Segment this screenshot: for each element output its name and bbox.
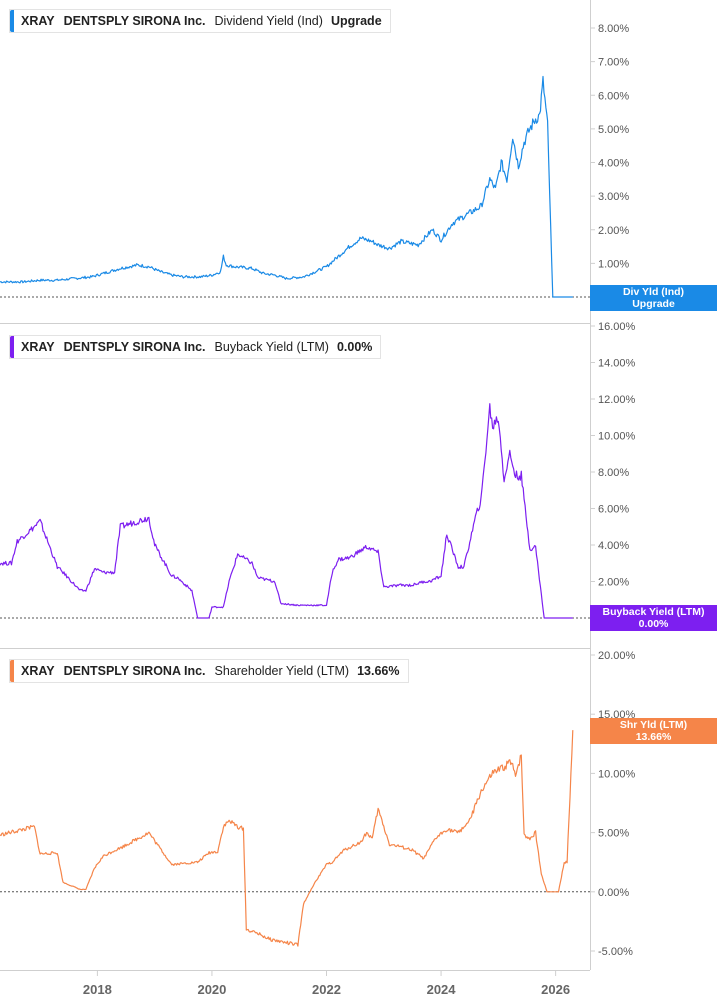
tag-buyback-line2: 0.00% xyxy=(638,618,669,630)
legend-buyback-company: DENTSPLY SIRONA Inc. xyxy=(63,340,206,354)
x-tick-label-1: 2020 xyxy=(197,982,226,997)
y-tick-label-2-3: 10.00% xyxy=(598,768,636,780)
legend-dividend: XRAY DENTSPLY SIRONA Inc. Dividend Yield… xyxy=(9,9,391,33)
tag-dividend-line1: Div Yld (Ind) xyxy=(622,286,685,298)
y-tick-label-0-7: 7.00% xyxy=(598,57,629,69)
legend-shareholder-swatch xyxy=(10,660,14,682)
legend-shareholder-company: DENTSPLY SIRONA Inc. xyxy=(63,664,206,678)
tag-dividend-line2: Upgrade xyxy=(632,298,675,310)
y-tick-label-1-4: 8.00% xyxy=(598,467,629,479)
y-tick-label-1-5: 10.00% xyxy=(598,431,636,443)
y-tick-label-2-1: 0.00% xyxy=(598,887,629,899)
tag-buyback-line1: Buyback Yield (LTM) xyxy=(602,606,705,618)
y-tick-label-1-2: 4.00% xyxy=(598,540,629,552)
x-tick-label-2: 2022 xyxy=(312,982,341,997)
y-tick-label-0-6: 6.00% xyxy=(598,90,629,102)
y-tick-label-1-7: 14.00% xyxy=(598,358,636,370)
tag-shareholder-line1: Shr Yld (LTM) xyxy=(619,719,688,731)
legend-buyback-value: 0.00% xyxy=(336,340,373,354)
legend-dividend-metric: Dividend Yield (Ind) xyxy=(214,14,323,28)
legend-shareholder-metric: Shareholder Yield (LTM) xyxy=(214,664,350,678)
y-tick-label-0-1: 1.00% xyxy=(598,258,629,270)
series-line-0 xyxy=(0,75,573,298)
y-tick-label-0-5: 5.00% xyxy=(598,124,629,136)
y-tick-label-0-3: 3.00% xyxy=(598,191,629,203)
legend-buyback: XRAY DENTSPLY SIRONA Inc. Buyback Yield … xyxy=(9,335,382,359)
legend-shareholder-value: 13.66% xyxy=(357,664,400,678)
y-tick-label-2-0: -5.00% xyxy=(598,946,633,958)
y-tick-label-1-1: 2.00% xyxy=(598,577,629,589)
series-line-1 xyxy=(0,403,573,619)
tag-buyback: Buyback Yield (LTM) 0.00% xyxy=(590,605,717,631)
legend-dividend-company: DENTSPLY SIRONA Inc. xyxy=(63,14,206,28)
y-tick-label-0-4: 4.00% xyxy=(598,158,629,170)
y-tick-label-1-8: 16.00% xyxy=(598,321,636,333)
y-tick-label-2-5: 20.00% xyxy=(598,650,636,662)
legend-buyback-swatch xyxy=(10,336,14,358)
y-tick-label-0-2: 2.00% xyxy=(598,225,629,237)
legend-shareholder: XRAY DENTSPLY SIRONA Inc. Shareholder Yi… xyxy=(9,659,409,683)
tag-shareholder: Shr Yld (LTM) 13.66% xyxy=(590,718,717,744)
y-tick-label-0-8: 8.00% xyxy=(598,23,629,35)
y-tick-label-2-2: 5.00% xyxy=(598,828,629,840)
series-line-2 xyxy=(0,730,574,947)
x-tick-label-4: 2026 xyxy=(541,982,570,997)
x-tick-label-3: 2024 xyxy=(427,982,457,997)
legend-dividend-upgrade-link[interactable]: Upgrade xyxy=(330,14,382,28)
tag-shareholder-line2: 13.66% xyxy=(635,731,672,743)
legend-dividend-ticker: XRAY xyxy=(21,14,55,28)
legend-dividend-swatch xyxy=(10,10,14,32)
legend-shareholder-ticker: XRAY xyxy=(21,664,55,678)
legend-buyback-metric: Buyback Yield (LTM) xyxy=(214,340,329,354)
tag-dividend[interactable]: Div Yld (Ind) Upgrade xyxy=(590,285,717,311)
legend-buyback-ticker: XRAY xyxy=(21,340,55,354)
y-tick-label-1-6: 12.00% xyxy=(598,394,636,406)
x-tick-label-0: 2018 xyxy=(83,982,112,997)
y-tick-label-1-3: 6.00% xyxy=(598,504,629,516)
